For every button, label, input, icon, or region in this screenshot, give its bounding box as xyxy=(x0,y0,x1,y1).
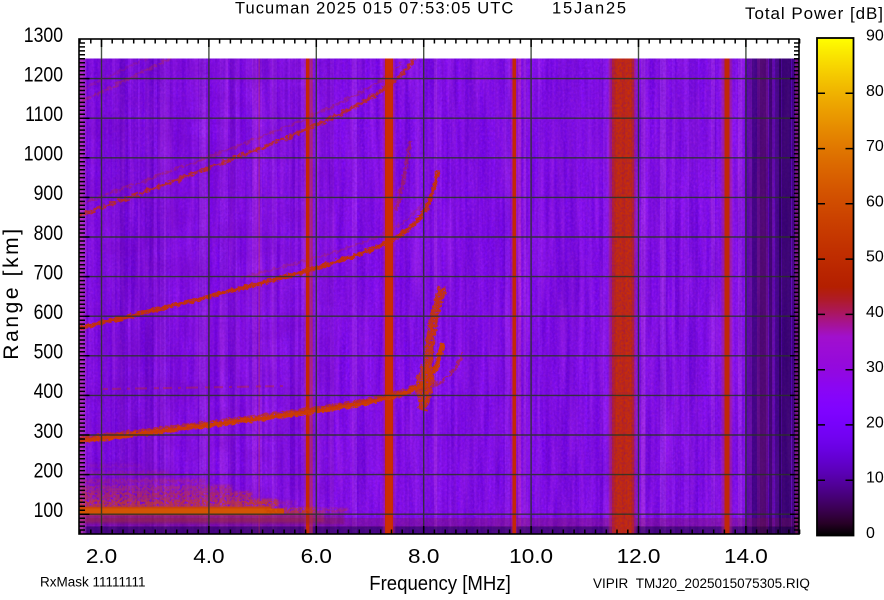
svg-text:10: 10 xyxy=(866,470,884,487)
svg-text:600: 600 xyxy=(34,301,64,325)
svg-text:4.0: 4.0 xyxy=(193,545,224,568)
svg-text:1300: 1300 xyxy=(24,23,63,47)
svg-text:12.0: 12.0 xyxy=(617,545,661,568)
svg-text:Tucuman 2025 015 07:53:05 UTC: Tucuman 2025 015 07:53:05 UTC xyxy=(235,0,514,18)
svg-text:30: 30 xyxy=(866,359,884,376)
svg-text:100: 100 xyxy=(34,499,64,523)
svg-text:800: 800 xyxy=(34,221,64,245)
svg-text:400: 400 xyxy=(34,380,64,404)
svg-text:Total Power [dB]: Total Power [dB] xyxy=(745,4,884,23)
svg-text:1100: 1100 xyxy=(25,103,63,127)
svg-text:2.0: 2.0 xyxy=(86,545,117,568)
svg-text:80: 80 xyxy=(866,83,884,100)
svg-text:500: 500 xyxy=(34,340,64,364)
svg-text:8.0: 8.0 xyxy=(408,545,439,568)
svg-text:1000: 1000 xyxy=(24,142,63,166)
svg-text:0: 0 xyxy=(866,525,875,542)
svg-text:Frequency [MHz]: Frequency [MHz] xyxy=(369,573,511,595)
svg-text:6.0: 6.0 xyxy=(301,545,332,568)
svg-text:60: 60 xyxy=(866,193,884,210)
svg-text:900: 900 xyxy=(34,182,64,206)
svg-text:300: 300 xyxy=(34,419,64,443)
svg-text:VIPIR TMJ20_2025015075305.RIQ: VIPIR TMJ20_2025015075305.RIQ xyxy=(593,576,810,591)
svg-text:14.0: 14.0 xyxy=(724,545,768,568)
svg-text:15Jan25: 15Jan25 xyxy=(552,0,628,18)
svg-text:20: 20 xyxy=(866,414,884,431)
svg-text:10.0: 10.0 xyxy=(509,545,553,568)
svg-text:RxMask 11111111: RxMask 11111111 xyxy=(40,575,146,590)
svg-text:40: 40 xyxy=(866,304,884,321)
svg-text:70: 70 xyxy=(866,138,884,155)
svg-text:50: 50 xyxy=(866,249,884,266)
svg-text:Range [km]: Range [km] xyxy=(0,226,23,359)
svg-text:1200: 1200 xyxy=(24,63,63,87)
svg-text:200: 200 xyxy=(34,459,64,483)
svg-text:90: 90 xyxy=(866,28,884,45)
svg-text:700: 700 xyxy=(34,261,64,285)
